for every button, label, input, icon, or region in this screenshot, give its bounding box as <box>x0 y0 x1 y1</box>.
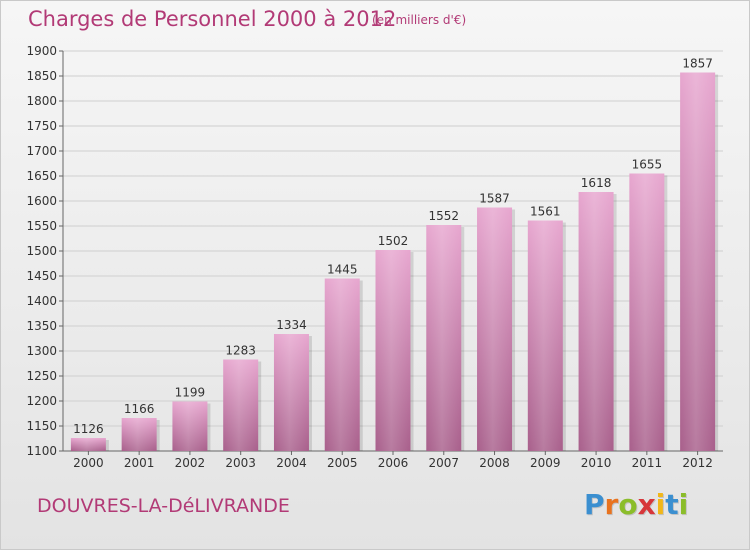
bar-highlight <box>426 225 462 451</box>
chart-subtitle: (en milliers d'€) <box>372 13 467 27</box>
bar-highlight <box>680 72 716 451</box>
logo-letter: x <box>637 488 656 521</box>
bar-highlight <box>578 192 614 451</box>
bar-highlight <box>273 334 309 451</box>
x-tick-label: 2001 <box>124 456 155 470</box>
y-tick-label: 1150 <box>26 419 57 433</box>
bar-highlight <box>172 401 208 451</box>
logo-letter: P <box>584 488 605 521</box>
logo-letter: i <box>678 488 689 521</box>
proxiti-logo[interactable]: Proxiti <box>584 488 688 521</box>
value-label: 1126 <box>73 422 104 436</box>
value-label: 1445 <box>327 263 358 277</box>
y-tick-label: 1800 <box>26 94 57 108</box>
bar-highlight <box>477 207 513 451</box>
y-tick-label: 1550 <box>26 219 57 233</box>
value-label: 1655 <box>632 158 663 172</box>
x-tick-label: 2010 <box>581 456 612 470</box>
x-tick-label: 2008 <box>479 456 510 470</box>
bar-highlight <box>223 359 259 451</box>
y-tick-label: 1250 <box>26 369 57 383</box>
bar-highlight <box>375 250 411 451</box>
value-label: 1166 <box>124 402 155 416</box>
x-tick-label: 2011 <box>632 456 663 470</box>
y-tick-label: 1850 <box>26 69 57 83</box>
bar-highlight <box>629 173 665 451</box>
y-tick-label: 1600 <box>26 194 57 208</box>
value-label: 1334 <box>276 318 307 332</box>
value-label: 1561 <box>530 205 561 219</box>
y-tick-label: 1200 <box>26 394 57 408</box>
y-tick-label: 1400 <box>26 294 57 308</box>
x-tick-label: 2002 <box>175 456 206 470</box>
value-labels: 1126 1166 1199 1283 1334 1445 1502 1552 1587 1561… <box>73 57 713 437</box>
x-tick-label: 2006 <box>378 456 409 470</box>
value-label: 1552 <box>428 209 459 223</box>
x-tick-label: 2012 <box>682 456 713 470</box>
x-tick-label: 2007 <box>428 456 459 470</box>
y-tick-label: 1750 <box>26 119 57 133</box>
x-tick-label: 2000 <box>73 456 104 470</box>
value-label: 1199 <box>175 386 206 400</box>
bars <box>70 72 719 451</box>
y-tick-label: 1350 <box>26 319 57 333</box>
x-tick-label: 2004 <box>276 456 307 470</box>
value-label: 1587 <box>479 192 510 206</box>
logo-letter: t <box>665 488 679 521</box>
y-tick-label: 1500 <box>26 244 57 258</box>
x-tick-label: 2005 <box>327 456 358 470</box>
logo-letter: i <box>655 488 666 521</box>
logo-letter: r <box>604 488 619 521</box>
x-tick-label: 2009 <box>530 456 561 470</box>
value-label: 1283 <box>225 344 256 358</box>
x-tick-label: 2003 <box>225 456 256 470</box>
logo-letter: o <box>618 488 638 521</box>
y-tick-label: 1300 <box>26 344 57 358</box>
y-tick-label: 1700 <box>26 144 57 158</box>
y-tick-label: 1450 <box>26 269 57 283</box>
value-label: 1857 <box>682 57 713 71</box>
y-tick-label: 1650 <box>26 169 57 183</box>
value-label: 1502 <box>378 234 409 248</box>
bar-highlight <box>121 418 157 451</box>
y-tick-label: 1900 <box>26 44 57 58</box>
bar-highlight <box>324 278 360 451</box>
bar-highlight <box>527 220 563 451</box>
y-tick-label: 1100 <box>26 444 57 458</box>
chart-title: Charges de Personnel 2000 à 2012 <box>28 7 397 31</box>
bar-highlight <box>70 438 106 451</box>
commune-name: DOUVRES-LA-DéLIVRANDE <box>37 495 290 517</box>
value-label: 1618 <box>581 176 612 190</box>
